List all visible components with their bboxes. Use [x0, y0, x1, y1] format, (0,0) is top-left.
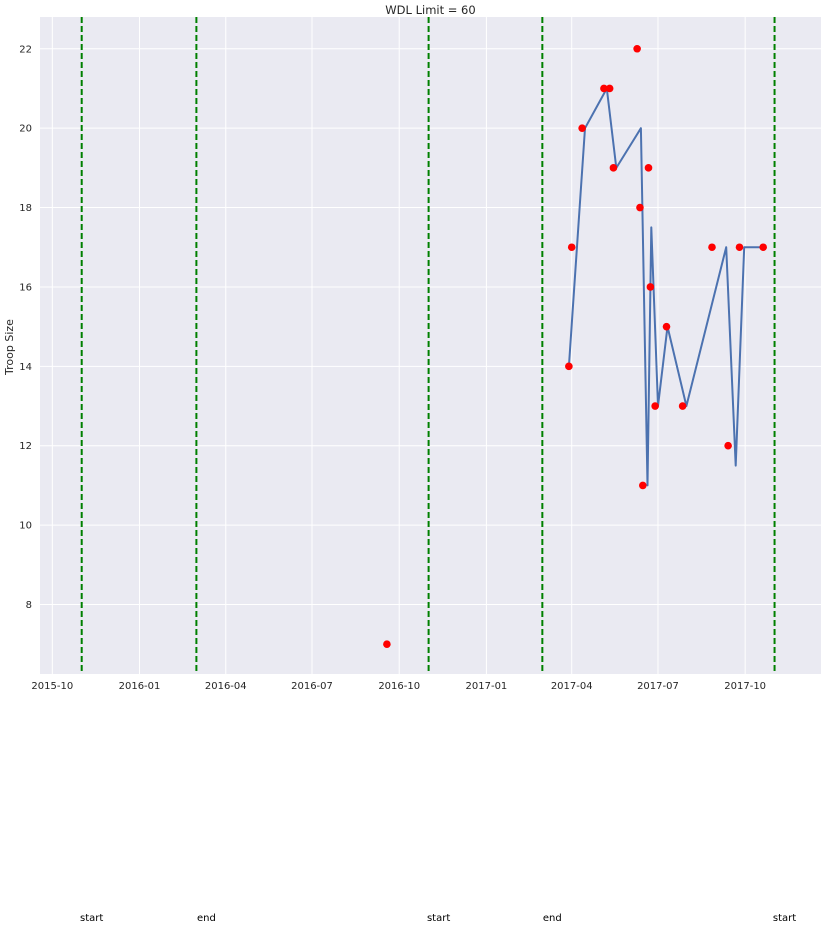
x-tick-label: 2016-01	[119, 681, 161, 692]
data-point	[565, 362, 573, 371]
x-tick-label: 2017-10	[724, 681, 766, 692]
data-point	[605, 84, 614, 93]
chart-title: WDL Limit = 60	[385, 3, 475, 17]
data-point	[567, 243, 576, 252]
event-labels: start end start end start	[80, 913, 796, 924]
x-gridlines	[51, 17, 746, 674]
data-point	[678, 402, 687, 410]
data-point	[633, 44, 641, 53]
event-label: start	[80, 913, 103, 924]
data-point	[636, 203, 644, 212]
y-tick-label: 10	[19, 521, 32, 532]
y-tick-label: 16	[19, 282, 32, 293]
x-tick-label: 2016-10	[378, 681, 420, 692]
data-point	[724, 441, 732, 450]
x-tick-label: 2017-07	[637, 681, 679, 692]
troop-size-line	[567, 87, 766, 487]
event-label: start	[773, 913, 796, 924]
data-point	[646, 283, 655, 291]
event-label: end	[543, 913, 562, 924]
x-tick-label: 2016-07	[291, 681, 333, 692]
scatter-series	[383, 44, 767, 649]
x-tick-label: 2017-01	[466, 681, 508, 692]
event-label: end	[197, 913, 216, 924]
event-vertical-lines	[80, 17, 776, 674]
y-tick-label: 18	[19, 203, 32, 214]
data-point	[708, 243, 716, 252]
data-point	[639, 481, 647, 490]
data-point	[383, 640, 391, 649]
x-axis-ticks: 2015-10 2016-01 2016-04 2016-07 2016-10 2017-…	[31, 681, 766, 692]
y-gridlines	[40, 48, 821, 606]
data-point	[644, 164, 653, 172]
data-point	[609, 164, 618, 172]
y-tick-label: 22	[19, 44, 32, 55]
data-point	[662, 322, 671, 331]
x-tick-label: 2015-10	[31, 681, 73, 692]
x-tick-label: 2017-04	[551, 681, 593, 692]
y-tick-label: 8	[26, 600, 32, 611]
data-point	[759, 243, 767, 252]
y-tick-label: 20	[19, 124, 32, 135]
y-tick-label: 14	[19, 362, 32, 373]
data-point	[735, 243, 744, 252]
y-axis-ticks: 8 10 12 14 16 18 20 22	[19, 44, 32, 611]
data-point	[578, 124, 586, 132]
line-series	[567, 87, 766, 487]
y-axis-label: Troop Size	[3, 319, 16, 376]
plot-area	[40, 17, 821, 674]
x-tick-label: 2016-04	[205, 681, 247, 692]
y-tick-label: 12	[19, 441, 32, 452]
data-point	[651, 402, 659, 410]
event-label: start	[427, 913, 450, 924]
data-point	[600, 84, 608, 93]
